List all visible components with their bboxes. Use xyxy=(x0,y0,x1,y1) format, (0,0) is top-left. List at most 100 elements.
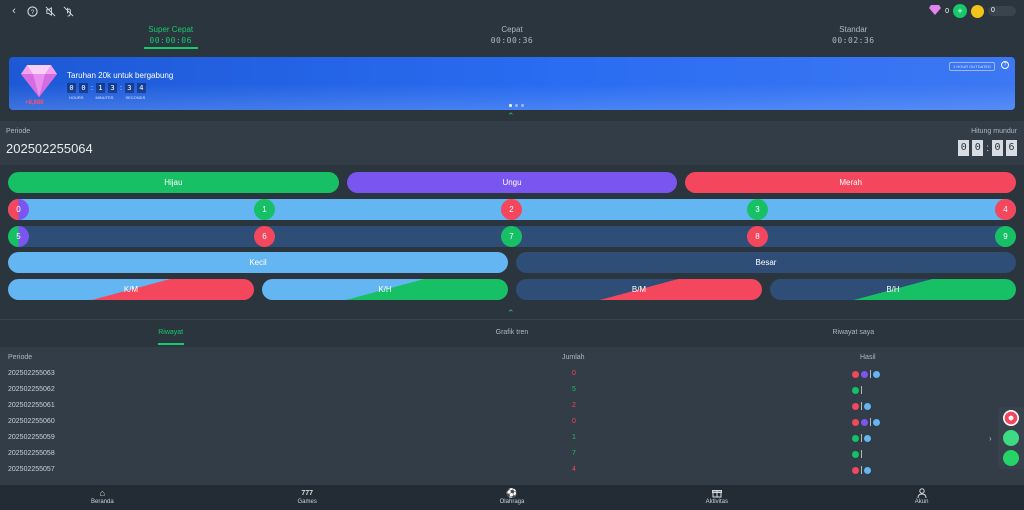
row-period: 202502255058 xyxy=(8,450,55,457)
history-tabs: Riwayat Grafik tren Riwayat saya xyxy=(0,319,1024,346)
row-number: 1 xyxy=(572,434,576,441)
carousel-dot[interactable] xyxy=(509,104,512,107)
number-ball-3[interactable]: 3 xyxy=(747,199,768,220)
row-number: 0 xyxy=(572,418,576,425)
row-period: 202502255059 xyxy=(8,434,55,441)
add-funds-button[interactable]: + xyxy=(953,4,967,18)
bet-red-button[interactable]: Merah xyxy=(685,172,1017,193)
top-bar: ‹ ? 0 + 0 xyxy=(0,0,1024,22)
chevron-up-icon[interactable]: ⌃ xyxy=(507,308,515,318)
bet-small-green-button[interactable]: K/H xyxy=(262,279,508,300)
diamond-icon xyxy=(21,65,57,97)
result-dot xyxy=(864,466,871,474)
result-dot xyxy=(852,418,859,426)
number-ball-5[interactable]: 5 xyxy=(8,226,29,247)
floating-actions xyxy=(998,407,1024,469)
bet-big-button[interactable]: Besar xyxy=(516,252,1016,273)
active-tab-indicator xyxy=(143,47,198,49)
tab-grafik-tren[interactable]: Grafik tren xyxy=(495,329,529,336)
tab-riwayat-saya[interactable]: Riwayat saya xyxy=(832,329,875,336)
row-result xyxy=(852,418,880,426)
chevron-right-icon[interactable]: › xyxy=(989,434,992,443)
row-period: 202502255061 xyxy=(8,402,55,409)
nav-olahraga[interactable]: ⚽ Olahraga xyxy=(410,485,615,510)
row-result xyxy=(852,386,862,394)
nav-games[interactable]: 777 Games xyxy=(205,485,410,510)
bottom-nav: ⌂ Beranda 777 Games ⚽ Olahraga Aktivitas… xyxy=(0,485,1024,510)
bet-big-red-button[interactable]: B/M xyxy=(516,279,762,300)
size-bet-buttons: Kecil Besar xyxy=(8,252,1016,273)
banner-help-icon[interactable]: ? xyxy=(1001,61,1009,69)
chevron-up-icon[interactable]: ⌃ xyxy=(507,111,515,121)
combo-bet-buttons: K/M K/H B/M B/H xyxy=(8,279,1016,300)
number-ball-8[interactable]: 8 xyxy=(747,226,768,247)
number-ball-7[interactable]: 7 xyxy=(501,226,522,247)
whatsapp-icon[interactable] xyxy=(1003,450,1019,466)
row-result xyxy=(852,370,880,378)
help-icon[interactable]: ? xyxy=(26,5,38,17)
table-row: 202502255057 4 xyxy=(0,463,1024,479)
result-dot xyxy=(852,466,859,474)
number-ball-4[interactable]: 4 xyxy=(995,199,1016,220)
period-number: 202502255064 xyxy=(6,141,93,156)
result-dot xyxy=(852,450,859,458)
tab-standar[interactable]: Standar 00:02:36 xyxy=(832,25,875,45)
number-ball-2[interactable]: 2 xyxy=(501,199,522,220)
number-ball-1[interactable]: 1 xyxy=(254,199,275,220)
result-separator xyxy=(861,434,862,442)
bet-small-red-button[interactable]: K/M xyxy=(8,279,254,300)
home-icon: ⌂ xyxy=(99,488,106,498)
bet-small-button[interactable]: Kecil xyxy=(8,252,508,273)
table-row: 202502255061 2 xyxy=(0,399,1024,415)
history-table: Periode Jumlah Hasil 202502255063 0 202502… xyxy=(0,347,1024,485)
row-period: 202502255060 xyxy=(8,418,55,425)
nav-beranda[interactable]: ⌂ Beranda xyxy=(0,485,205,510)
result-dot xyxy=(864,434,871,442)
android-icon[interactable] xyxy=(1003,430,1019,446)
sound-muted-icon[interactable] xyxy=(44,5,56,17)
table-row: 202502255062 5 xyxy=(0,383,1024,399)
tab-riwayat[interactable]: Riwayat xyxy=(0,320,341,346)
banner-title: Taruhan 20k untuk bergabung xyxy=(67,71,174,80)
carousel-dot[interactable] xyxy=(521,104,524,107)
result-separator xyxy=(861,386,862,394)
row-period: 202502255057 xyxy=(8,466,55,473)
outdated-badge: 1 HOUR OUTDATED xyxy=(949,62,995,71)
diamond-icon xyxy=(929,5,942,17)
coin-count: 0 xyxy=(988,6,1016,16)
nav-akun[interactable]: Akun xyxy=(819,485,1024,510)
row-result xyxy=(852,450,862,458)
result-dot xyxy=(852,370,859,378)
row-result xyxy=(852,402,871,410)
bet-green-button[interactable]: Hijau xyxy=(8,172,339,193)
back-icon[interactable]: ‹ xyxy=(12,5,16,17)
result-dot xyxy=(864,402,871,410)
slot-777-icon: 777 xyxy=(301,490,314,497)
carousel-dot[interactable] xyxy=(515,104,518,107)
result-dot xyxy=(852,386,859,394)
number-ball-0[interactable]: 0 xyxy=(8,199,29,220)
tab-super-cepat[interactable]: Super Cepat 00:00:06 xyxy=(0,22,341,49)
bet-big-green-button[interactable]: B/H xyxy=(770,279,1016,300)
result-dot xyxy=(861,418,868,426)
result-dot xyxy=(861,370,868,378)
nav-aktivitas[interactable]: Aktivitas xyxy=(614,485,819,510)
table-row: 202502255063 0 xyxy=(0,367,1024,383)
result-separator xyxy=(870,418,871,426)
gift-icon xyxy=(614,488,819,499)
period-section: Periode 202502255064 Hitung mundur 0 0 :… xyxy=(0,121,1024,165)
row-number: 4 xyxy=(572,466,576,473)
row-number: 5 xyxy=(572,386,576,393)
period-label: Periode xyxy=(6,128,31,135)
number-ball-6[interactable]: 6 xyxy=(254,226,275,247)
row-period: 202502255062 xyxy=(8,386,55,393)
number-ball-9[interactable]: 9 xyxy=(995,226,1016,247)
lollipop-icon[interactable] xyxy=(1003,410,1019,426)
row-period: 202502255063 xyxy=(8,370,55,377)
promo-banner[interactable]: +8,888 Taruhan 20k untuk bergabung 0 0 :… xyxy=(9,57,1015,110)
bet-violet-button[interactable]: Ungu xyxy=(346,172,678,193)
row-result xyxy=(852,434,871,442)
carousel-dots[interactable] xyxy=(509,104,524,107)
no-touch-icon[interactable] xyxy=(62,5,74,17)
tab-cepat[interactable]: Cepat 00:00:36 xyxy=(490,25,534,45)
